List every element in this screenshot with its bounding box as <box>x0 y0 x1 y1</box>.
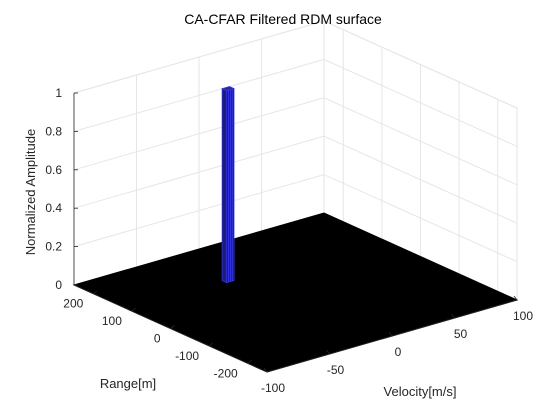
velocity-tick-label: 0 <box>395 345 402 359</box>
z-axis-label: Normalized Amplitude <box>23 129 38 255</box>
velocity-tick-label: -100 <box>261 381 285 395</box>
range-tick-label: 100 <box>102 314 122 328</box>
peak-face-side <box>221 88 227 284</box>
grid-layer <box>73 20 518 301</box>
range-axis-label: Range[m] <box>100 376 156 391</box>
z-tick-label: 0.2 <box>45 240 62 254</box>
z-tick-label: 0.8 <box>45 124 62 138</box>
range-tick-mark <box>131 307 137 312</box>
range-tick-label: 200 <box>63 297 83 311</box>
velocity-axis-label: Velocity[m/s] <box>384 384 457 399</box>
range-tick-mark <box>208 342 214 347</box>
velocity-tick-mark <box>263 367 268 373</box>
chart-title: CA-CFAR Filtered RDM surface <box>184 11 382 27</box>
range-tick-mark <box>247 359 252 364</box>
velocity-tick-mark <box>451 313 455 319</box>
range-tick-label: 0 <box>154 332 161 346</box>
velocity-tick-mark <box>513 295 518 301</box>
z-tick-label: 0.4 <box>45 201 62 215</box>
velocity-tick-mark <box>388 331 393 337</box>
z-tick-label: 1 <box>55 86 62 100</box>
velocity-tick-label: 100 <box>513 309 533 323</box>
velocity-tick-mark <box>326 349 330 355</box>
z-tick-label: 0.6 <box>45 163 62 177</box>
peak-column <box>221 86 235 284</box>
velocity-tick-label: 50 <box>454 327 468 341</box>
range-tick-label: -200 <box>214 366 238 380</box>
velocity-tick-label: -50 <box>327 363 345 377</box>
range-tick-mark <box>170 325 175 329</box>
range-tick-mark <box>93 290 98 295</box>
peak-face-top <box>221 86 235 92</box>
tick-layer: 0 0.2 0.4 0.6 0.8 1 -100 -50 0 50 100 -200 -100 0 100 2… <box>45 86 533 395</box>
range-tick-label: -100 <box>175 349 199 363</box>
z-tick-label: 0 <box>55 278 62 292</box>
